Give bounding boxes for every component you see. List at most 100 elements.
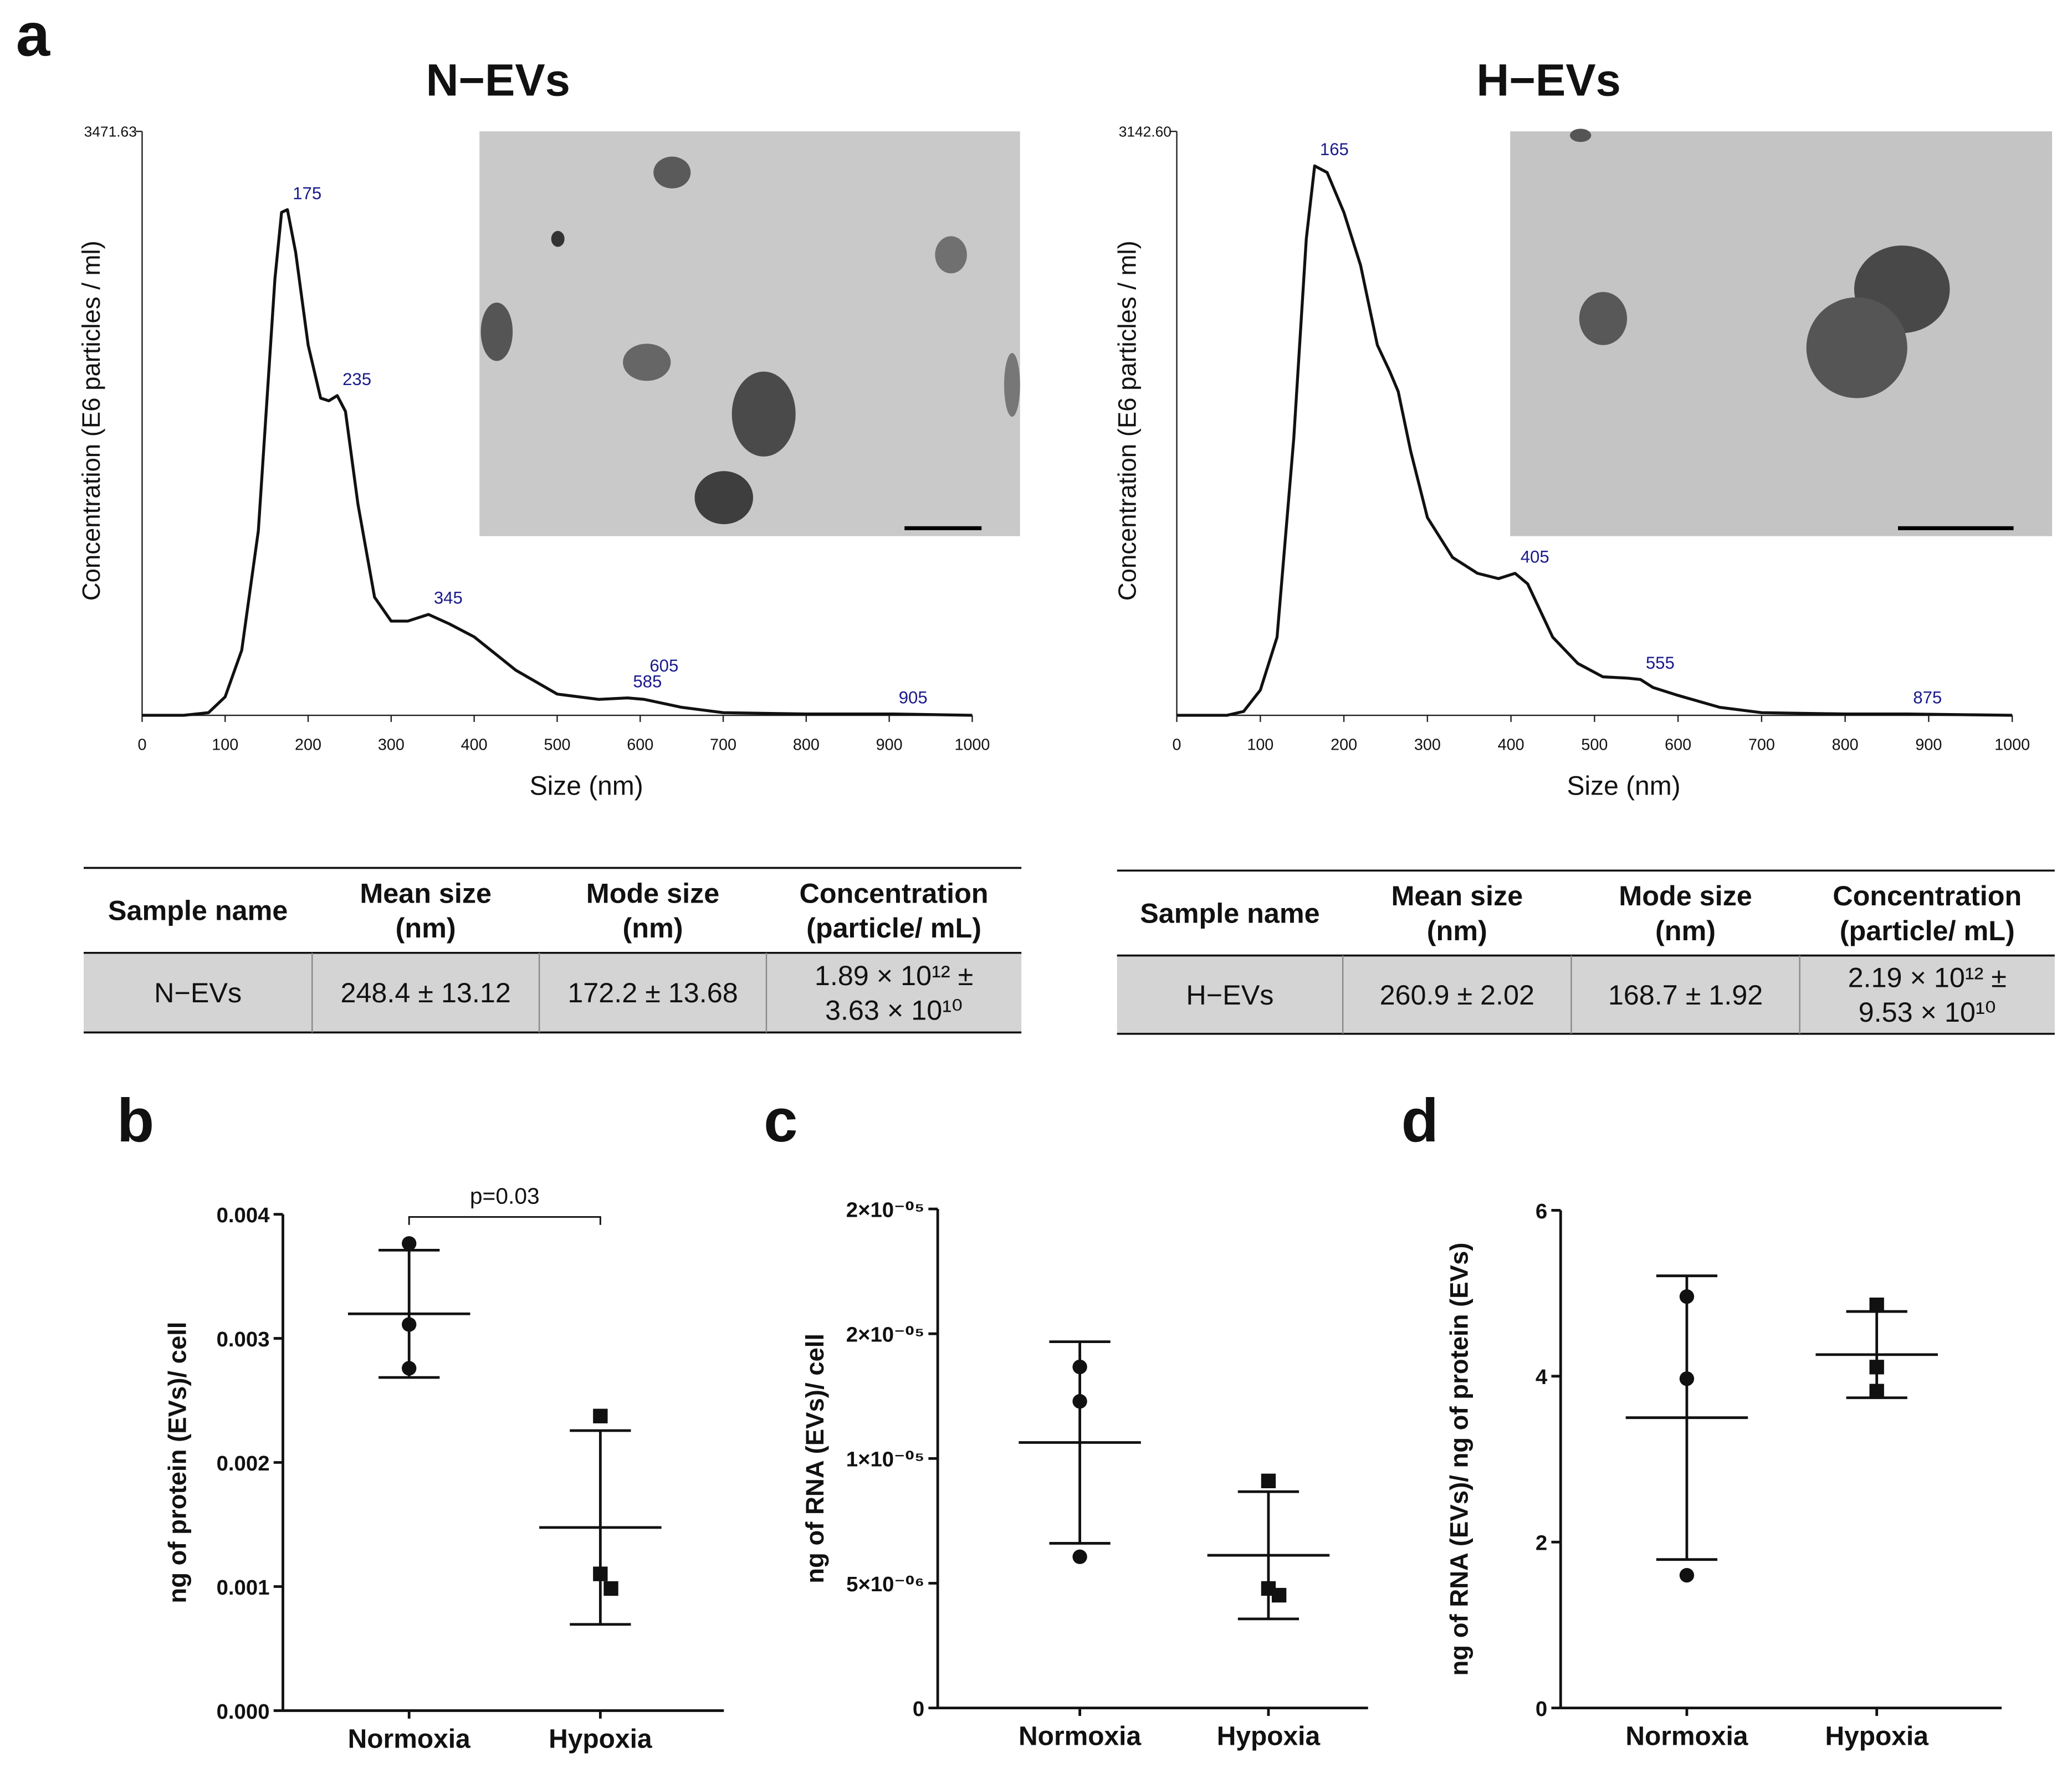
y-tick-label: 6 [1536,1200,1547,1223]
x-tick-label: Normoxia [348,1725,470,1754]
peak-label: 555 [1646,653,1675,673]
cell-line: (nm) [1427,915,1487,946]
table-cell: 248.4 ± 13.12 [340,977,510,1008]
data-point [1679,1567,1695,1583]
x-tick-label: 800 [1832,736,1859,754]
size-distribution-line [1176,164,2013,717]
table-cell: 172.2 ± 13.68 [567,977,738,1008]
y-axis-label: Concentration (E6 particles / ml) [1113,240,1141,601]
table-header-cell: Mean size (nm) [1391,880,1523,946]
x-tick-label: 100 [212,736,238,754]
x-tick-label: Normoxia [1625,1722,1748,1751]
table-header-cell: Concentration (particle/ mL) [800,877,989,944]
y-axis-label: ng of RNA (EVs)/ cell [801,1334,829,1584]
data-point [1072,1549,1087,1564]
cell-line: 172.2 ± 13.68 [567,977,738,1008]
x-tick-label: 200 [295,736,321,754]
table-cell: H−EVs [1186,979,1273,1011]
peak-label: 585 [633,672,662,691]
x-tick-label: 1000 [1994,736,2030,754]
size-distribution-line [142,208,973,717]
cell-line: (nm) [623,912,683,944]
cell-line: 168.7 ± 1.92 [1608,979,1763,1011]
peak-label: 235 [342,370,371,389]
y-tick-label: 1×10⁻⁰⁵ [846,1448,924,1472]
cell-line: Mean size [360,877,492,909]
panel-label: d [1401,1087,1439,1155]
y-tick-label: 2×10⁻⁰⁵ [846,1323,924,1347]
y-tick-label: 0.003 [217,1328,270,1351]
y-tick-label: 4 [1536,1365,1548,1389]
tem-image [1510,129,2053,536]
table-row-band [83,952,1022,1033]
cell-line: 260.9 ± 2.02 [1380,979,1534,1011]
peak-label: 605 [649,656,678,675]
cell-line: Sample name [108,895,288,926]
tem-image [479,131,1020,536]
data-point [402,1236,417,1251]
panel-label: a [16,1,50,69]
data-point [1869,1297,1884,1313]
table-cell: 2.19 × 10¹² ±9.53 × 10¹⁰ [1848,961,2007,1028]
significance-bracket [408,1216,601,1225]
panel-label: b [117,1087,154,1155]
x-tick-label: 600 [627,736,653,754]
cell-line: (nm) [1655,915,1716,946]
peak-label: 345 [434,588,463,608]
table-header-cell: Mode size (nm) [1619,880,1752,946]
x-tick-label: 0 [137,736,146,754]
y-tick-label: 3471.63 [84,124,137,140]
x-tick-label: 600 [1665,736,1691,754]
table-header-cell: Mean size (nm) [360,877,492,944]
data-point [1271,1587,1287,1603]
data-point [603,1581,618,1596]
y-tick-label: 0 [913,1697,924,1721]
y-axis-label: ng of RNA (EVs)/ ng of protein (EVs) [1445,1243,1473,1676]
x-tick-label: 700 [710,736,736,754]
cell-line: Mode size [586,877,719,909]
cell-line: H−EVs [1186,979,1273,1011]
peak-label: 165 [1320,140,1349,159]
y-tick-label: 0.001 [217,1576,270,1600]
peak-label: 905 [899,688,928,707]
data-point [1261,1473,1276,1489]
y-tick-label: 2 [1536,1531,1547,1555]
y-tick-label: 0.002 [217,1452,270,1475]
table-header-cell: Sample name [108,895,288,926]
cell-line: 2.19 × 10¹² ± [1848,961,2007,993]
x-tick-label: 1000 [954,736,990,754]
table-header-cell: Concentration (particle/ mL) [1833,880,2022,946]
y-tick-label: 5×10⁻⁰⁶ [846,1572,924,1596]
y-tick-label: 3142.60 [1119,124,1171,140]
x-tick-label: 400 [1498,736,1524,754]
x-tick-label: 400 [461,736,488,754]
x-tick-label: 500 [1581,736,1608,754]
cell-line: Mode size [1619,880,1752,911]
table-cell: 260.9 ± 2.02 [1380,979,1534,1011]
x-tick-label: 800 [793,736,820,754]
table-header-cell: Sample name [1140,898,1319,929]
x-tick-label: 300 [378,736,405,754]
cell-line: 3.63 × 10¹⁰ [825,995,963,1026]
x-tick-label: 100 [1247,736,1273,754]
x-tick-label: 900 [876,736,903,754]
cell-line: (particle/ mL) [806,912,981,944]
cell-line: Mean size [1391,880,1523,911]
x-tick-label: Hypoxia [1825,1722,1928,1751]
y-tick-label: 0.000 [217,1700,270,1724]
y-tick-label: 0.004 [217,1203,270,1227]
p-value: p=0.03 [470,1183,540,1208]
cell-line: Concentration [1833,880,2022,911]
table-cell: 168.7 ± 1.92 [1608,979,1763,1011]
table-row-band [1117,955,2055,1034]
x-tick-label: 500 [544,736,570,754]
y-axis-label: ng of protein (EVs)/ cell [163,1321,192,1603]
cell-line: (particle/ mL) [1840,915,2015,946]
x-tick-label: 900 [1915,736,1942,754]
peak-label: 405 [1521,547,1549,567]
x-tick-label: 700 [1748,736,1775,754]
cell-line: 1.89 × 10¹² ± [815,960,973,991]
y-tick-label: 2×10⁻⁰⁵ [846,1198,924,1222]
y-axis-label: Concentration (E6 particles / ml) [77,240,105,601]
